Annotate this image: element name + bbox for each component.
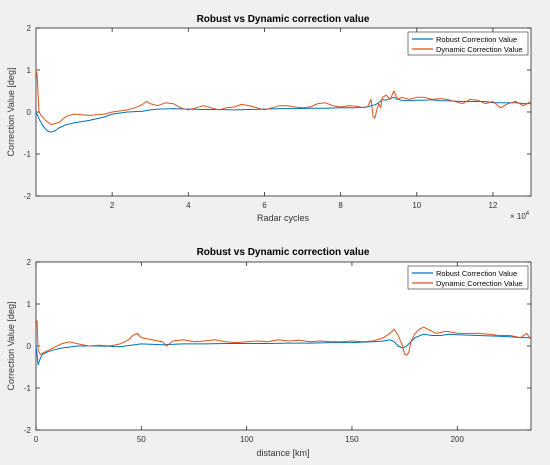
bottom-plot-title: Robust vs Dynamic correction value bbox=[197, 247, 370, 258]
bottom-plot-x-tick-label: 0 bbox=[34, 435, 39, 444]
top-plot-x-tick-label: 12 bbox=[488, 201, 497, 210]
top-plot-title: Robust vs Dynamic correction value bbox=[197, 14, 370, 25]
top-plot-x-tick-label: 2 bbox=[110, 201, 115, 210]
top-plot-x-ticks: 2 4 6 8 10 12 bbox=[110, 28, 498, 210]
bottom-plot-y-tick-label: 2 bbox=[27, 258, 32, 267]
top-plot-legend-label-robust: Robust Correction Value bbox=[436, 35, 517, 44]
bottom-plot: Robust vs Dynamic correction value -2-10… bbox=[6, 247, 532, 458]
bottom-plot-legend-box bbox=[407, 265, 529, 290]
top-plot-x-tick-label: 8 bbox=[338, 201, 343, 210]
top-plot-axes bbox=[35, 27, 532, 197]
bottom-plot-x-tick-label: 200 bbox=[451, 435, 465, 444]
top-plot-y-tick-label: 0 bbox=[27, 108, 32, 117]
bottom-plot-y-tick-label: -1 bbox=[24, 384, 32, 393]
bottom-plot-series-robust-line bbox=[35, 333, 531, 366]
top-plot-y-tick-label: -2 bbox=[24, 192, 32, 201]
bottom-plot-legend-label-dynamic: Dynamic Correction Value bbox=[436, 279, 523, 288]
top-plot-y-tick-label: -1 bbox=[24, 150, 32, 159]
top-plot-x-label: Radar cycles bbox=[257, 213, 310, 223]
bottom-plot-x-tick-label: 50 bbox=[137, 435, 146, 444]
bottom-plot-y-tick-label: -2 bbox=[24, 426, 32, 435]
bottom-plot-x-label: distance [km] bbox=[256, 448, 309, 458]
top-plot-legend-box bbox=[407, 31, 529, 56]
top-plot-x-exponent: × 104 bbox=[510, 211, 530, 221]
top-plot-x-exponent-power: 4 bbox=[526, 211, 530, 217]
bottom-plot-legend: Robust Correction Value Dynamic Correcti… bbox=[407, 265, 529, 290]
top-plot: Robust vs Dynamic correction value -2 -1 0… bbox=[6, 14, 532, 223]
bottom-plot-x-tick-label: 100 bbox=[240, 435, 254, 444]
bottom-plot-y-tick-label: 0 bbox=[27, 342, 32, 351]
bottom-plot-series-dynamic-line bbox=[35, 320, 532, 356]
top-plot-series-robust-line bbox=[35, 96, 531, 133]
top-plot-x-tick-label: 10 bbox=[412, 201, 421, 210]
top-plot-y-label: Correction Value [deg] bbox=[6, 68, 16, 157]
top-plot-y-ticks: -2 -1 0 1 2 bbox=[24, 24, 531, 201]
bottom-plot-axes bbox=[35, 261, 532, 431]
bottom-plot-x-ticks: 0 50 100 150 200 bbox=[34, 262, 465, 444]
top-plot-legend: Robust Correction Value Dynamic Correcti… bbox=[407, 31, 529, 56]
top-plot-series-dynamic-line bbox=[35, 69, 532, 126]
top-plot-series bbox=[35, 69, 532, 133]
top-plot-x-exponent-base: × 10 bbox=[510, 212, 526, 221]
top-plot-legend-label-dynamic: Dynamic Correction Value bbox=[436, 45, 523, 54]
bottom-plot-series bbox=[35, 320, 532, 366]
top-plot-x-tick-label: 6 bbox=[262, 201, 267, 210]
bottom-plot-x-tick-label: 150 bbox=[345, 435, 359, 444]
bottom-plot-y-label: Correction Value [deg] bbox=[6, 302, 16, 391]
top-plot-y-tick-label: 1 bbox=[27, 66, 32, 75]
top-plot-x-tick-label: 4 bbox=[186, 201, 191, 210]
top-plot-y-tick-label: 2 bbox=[27, 24, 32, 33]
bottom-plot-legend-label-robust: Robust Correction Value bbox=[436, 269, 517, 278]
bottom-plot-y-tick-label: 1 bbox=[27, 300, 32, 309]
bottom-plot-y-ticks: -2 -1 0 1 2 bbox=[24, 258, 531, 435]
